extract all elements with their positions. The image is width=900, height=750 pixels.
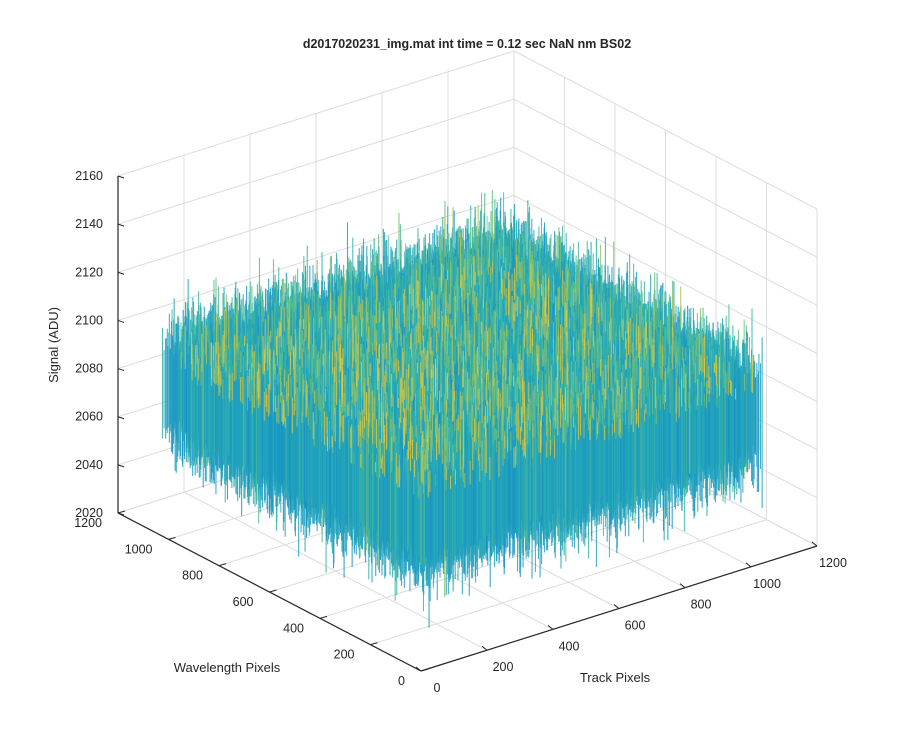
grid-line xyxy=(117,146,515,273)
grid-line xyxy=(513,98,818,258)
grid-line xyxy=(513,146,818,306)
surface xyxy=(161,190,763,628)
grid-line xyxy=(513,194,818,354)
grid-line xyxy=(117,98,515,225)
grid-line xyxy=(117,50,515,177)
grid-line xyxy=(370,519,767,646)
grid-line xyxy=(513,50,818,210)
